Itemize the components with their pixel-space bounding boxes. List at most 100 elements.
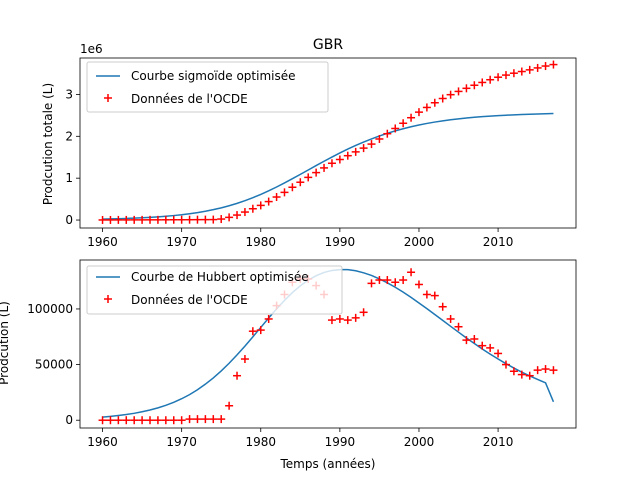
- data-point-marker: [209, 215, 218, 224]
- legend-swatch-data: [104, 295, 112, 303]
- data-point-marker: [414, 108, 423, 117]
- x-tick-label: 2000: [404, 235, 435, 249]
- data-point-marker: [446, 314, 455, 323]
- x-tick-label: 2010: [483, 435, 514, 449]
- data-point-marker: [359, 144, 368, 153]
- data-point-marker: [280, 188, 289, 197]
- data-point-marker: [486, 75, 495, 84]
- data-point-marker: [470, 334, 479, 343]
- data-point-marker: [422, 103, 431, 112]
- y-tick-label: 1: [65, 171, 73, 185]
- data-point-marker: [122, 416, 131, 425]
- data-point-marker: [446, 90, 455, 99]
- data-point-marker: [533, 366, 542, 375]
- data-point-marker: [494, 73, 503, 82]
- x-tick-label: 1980: [245, 235, 276, 249]
- data-point-marker: [185, 215, 194, 224]
- data-point-marker: [438, 302, 447, 311]
- data-point-marker: [130, 416, 139, 425]
- figure-title: GBR: [313, 37, 343, 53]
- plot-area: [98, 60, 558, 224]
- x-tick-label: 1960: [87, 435, 118, 449]
- data-point-marker: [304, 173, 313, 182]
- legend-box: [86, 61, 329, 113]
- legend-label-data: Données de l'OCDE: [131, 293, 248, 307]
- x-tick-label: 1970: [166, 435, 197, 449]
- data-point-marker: [501, 71, 510, 80]
- data-point-marker: [272, 193, 281, 202]
- x-tick-label: 1990: [325, 435, 356, 449]
- data-point-marker: [375, 134, 384, 143]
- axes-frame: [79, 57, 577, 229]
- data-point-marker: [98, 215, 107, 224]
- data-point-marker: [430, 98, 439, 107]
- data-point-marker: [517, 370, 526, 379]
- model-curve-line: [102, 112, 554, 220]
- data-point-marker: [391, 124, 400, 133]
- axes-frame: [79, 259, 577, 429]
- legend: Courbe de Hubbert optimisée Données de l…: [86, 265, 343, 315]
- annual-production-panel: Prodcution (L) Temps (années) 1960 1970 19…: [0, 259, 577, 471]
- x-axis: 1960 1970 1980 1990 2000 2010: [87, 428, 513, 449]
- x-tick-label: 2000: [404, 435, 435, 449]
- legend-box: [86, 265, 343, 315]
- data-point-marker: [541, 62, 550, 71]
- y-tick-label: 50000: [35, 358, 73, 372]
- data-point-marker: [248, 327, 257, 336]
- legend-label-sigmoid: Courbe sigmoïde optimisée: [131, 69, 296, 83]
- data-point-marker: [153, 215, 162, 224]
- data-point-marker: [509, 69, 518, 78]
- x-axis: 1960 1970 1980 1990 2000 2010: [87, 228, 513, 249]
- data-point-marker: [217, 415, 226, 424]
- data-point-marker: [248, 204, 257, 213]
- data-point-marker: [343, 316, 352, 325]
- data-point-marker: [225, 401, 234, 410]
- data-point-marker: [375, 276, 384, 285]
- data-point-marker: [335, 155, 344, 164]
- data-point-marker: [422, 290, 431, 299]
- data-point-marker: [343, 151, 352, 160]
- data-point-marker: [517, 67, 526, 76]
- data-point-marker: [138, 416, 147, 425]
- data-point-marker: [549, 366, 558, 375]
- data-point-marker: [430, 291, 439, 300]
- data-point-marker: [193, 415, 202, 424]
- data-point-marker: [209, 415, 218, 424]
- y-tick-label: 0: [65, 213, 73, 227]
- data-point-marker: [320, 163, 329, 172]
- y-axis-multiplier: 1e6: [80, 42, 103, 56]
- data-point-marker: [486, 343, 495, 352]
- data-point-marker: [177, 215, 186, 224]
- data-point-marker: [201, 215, 210, 224]
- data-point-marker: [501, 360, 510, 369]
- data-point-marker: [256, 201, 265, 210]
- data-point-marker: [256, 326, 265, 335]
- data-point-marker: [399, 119, 408, 128]
- y-axis-label: Prodcution totale (L): [41, 83, 55, 205]
- x-tick-label: 1970: [166, 235, 197, 249]
- data-point-marker: [114, 416, 123, 425]
- data-point-marker: [414, 280, 423, 289]
- legend-label-data: Données de l'OCDE: [131, 92, 248, 106]
- data-point-marker: [193, 215, 202, 224]
- x-tick-label: 1990: [325, 235, 356, 249]
- data-point-marker: [106, 215, 115, 224]
- data-point-marker: [462, 336, 471, 345]
- data-point-marker: [161, 215, 170, 224]
- data-point-marker: [130, 215, 139, 224]
- data-point-marker: [454, 322, 463, 331]
- data-point-marker: [225, 213, 234, 222]
- x-tick-label: 1980: [245, 435, 276, 449]
- data-point-marker: [327, 159, 336, 168]
- data-point-marker: [217, 215, 226, 224]
- data-point-marker: [525, 65, 534, 74]
- y-axis: 0 1 2 3: [65, 87, 80, 227]
- x-tick-label: 1960: [87, 235, 118, 249]
- data-point-marker: [98, 416, 107, 425]
- data-point-marker: [201, 415, 210, 424]
- data-point-marker: [161, 416, 170, 425]
- data-point-marker: [146, 215, 155, 224]
- y-tick-label: 100000: [27, 302, 73, 316]
- data-point-marker: [399, 276, 408, 285]
